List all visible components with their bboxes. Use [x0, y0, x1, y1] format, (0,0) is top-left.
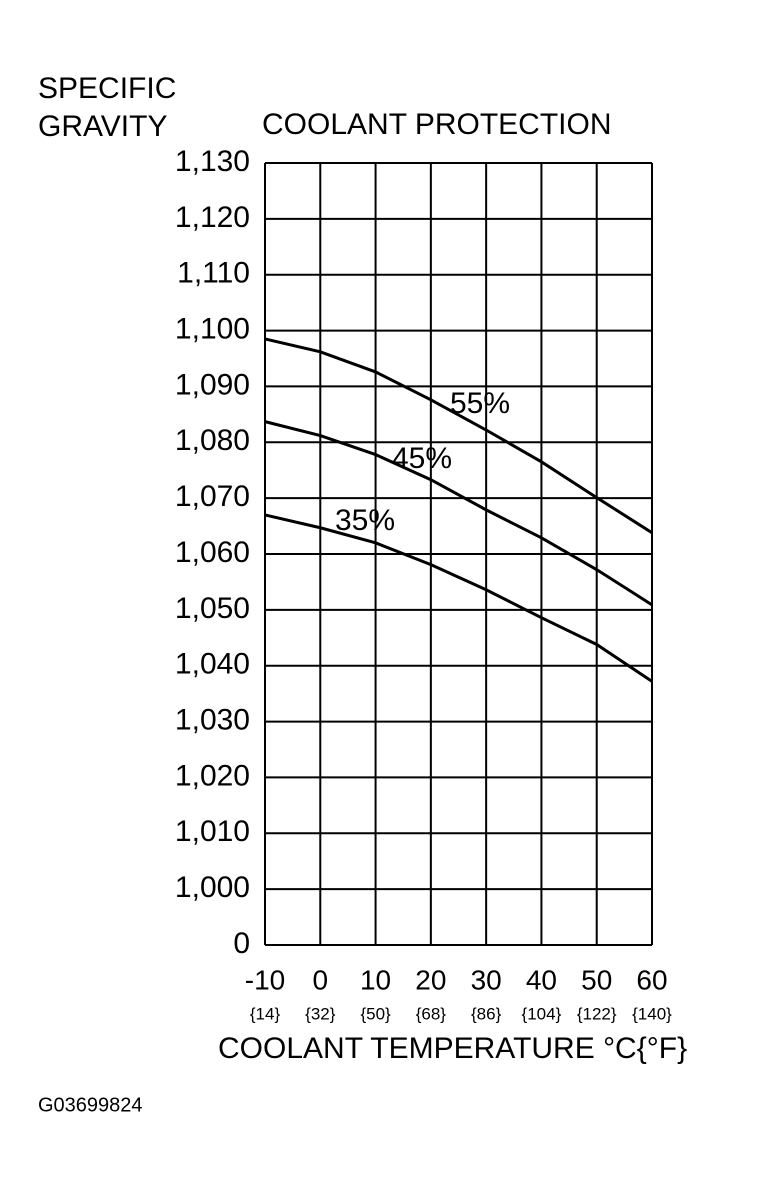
x-tick-label: -10 [245, 964, 285, 995]
x-tick-label-fahrenheit: {140} [632, 1004, 672, 1023]
figure-code: G03699824 [38, 1094, 143, 1116]
y-tick-label: 1,120 [175, 201, 250, 234]
x-tick-label-fahrenheit: {68} [416, 1004, 447, 1023]
series-line [264, 513, 653, 683]
y-tick-label: 1,100 [175, 312, 250, 345]
y-tick-label: 1,000 [175, 871, 250, 904]
y-tick-label: 1,090 [175, 368, 250, 401]
x-tick-label-fahrenheit: {104} [522, 1004, 562, 1023]
y-tick-label: 1,050 [175, 592, 250, 625]
x-tick-label-fahrenheit: {86} [471, 1004, 502, 1023]
x-tick-label: 60 [636, 964, 667, 995]
y-tick-label: 1,020 [175, 759, 250, 792]
series-label: 35% [335, 504, 395, 537]
x-tick-label: 10 [360, 964, 391, 995]
x-tick-label: 40 [526, 964, 557, 995]
y-tick-label: 1,130 [175, 145, 250, 178]
series-label: 45% [392, 442, 452, 475]
x-axis-label: COOLANT TEMPERATURE °C{°F} [218, 1032, 687, 1065]
y-tick-label: 1,060 [175, 536, 250, 569]
x-tick-label: 50 [581, 964, 612, 995]
y-tick-label: 1,010 [175, 815, 250, 848]
y-tick-label: 1,070 [175, 480, 250, 513]
y-tick-label: 1,040 [175, 648, 250, 681]
chart-title: COOLANT PROTECTION [262, 108, 611, 141]
series-line [264, 337, 653, 535]
series-line [264, 420, 653, 607]
x-tick-label-fahrenheit: {50} [360, 1004, 391, 1023]
x-tick-label-fahrenheit: {122} [577, 1004, 617, 1023]
x-tick-label: 0 [312, 964, 328, 995]
y-tick-label: 0 [233, 927, 250, 960]
y-axis-label: SPECIFIC [38, 72, 176, 105]
x-tick-label-fahrenheit: {14} [250, 1004, 281, 1023]
x-tick-label-fahrenheit: {32} [305, 1004, 336, 1023]
y-tick-label: 1,030 [175, 703, 250, 736]
y-tick-label: 1,080 [175, 424, 250, 457]
y-axis-label: GRAVITY [38, 110, 167, 143]
x-tick-label: 20 [415, 964, 446, 995]
y-tick-label: 1,110 [177, 257, 250, 290]
x-tick-label: 30 [471, 964, 502, 995]
